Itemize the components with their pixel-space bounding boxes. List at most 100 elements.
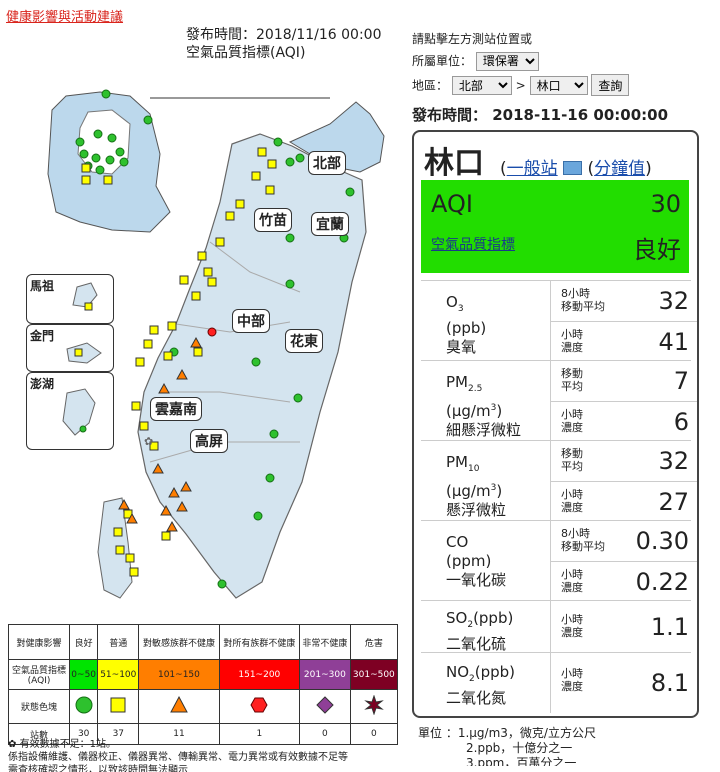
legend-range-very-unhealthy: 201~300 [299, 659, 351, 690]
penghu-label: 澎湖 [30, 377, 55, 391]
station-name: 林口 [424, 146, 484, 181]
o3-row-hour: 小時 濃度 41 [550, 321, 697, 362]
legend-header-unhealthy: 對所有族群不健康 [218, 624, 301, 660]
map-label-zhumiao[interactable]: 竹苗 [254, 208, 292, 232]
units-label: 單位 ： [418, 726, 458, 740]
pm25-avg-value: 7 [673, 367, 689, 395]
map-header: 發布時間：2018/11/16 00:00 空氣品質指標(AQI) [186, 26, 382, 62]
legend-range-unhealthy: 151~200 [218, 659, 301, 690]
aqi-desc-link[interactable]: 空氣品質指標 [431, 237, 515, 253]
map-label-central[interactable]: 中部 [232, 309, 270, 333]
legend-count-hazardous: 0 [349, 723, 399, 745]
units-line3: 3.ppm，百萬分之一 [466, 756, 577, 766]
units-line1: 1.μg/m3，微克/立方公尺 [457, 726, 596, 740]
county-borders [149, 241, 301, 463]
aqi-value: 30 [650, 190, 681, 218]
legend-orange-triangle-icon [138, 689, 220, 724]
pm10-row-hour: 小時 濃度 27 [550, 481, 697, 522]
legend-range-hazardous: 301~500 [349, 659, 399, 690]
legend-symbol-row: 狀態色塊 [8, 689, 399, 724]
station-type-link[interactable]: 一般站 [506, 159, 558, 179]
kinmen-label: 金門 [30, 329, 55, 343]
pollutant-pm10: PM10 (μg/m3) 懸浮微粒 移動 平均 32 小時 濃度 27 [421, 440, 697, 522]
map-publish-time: 發布時間：2018/11/16 00:00 [186, 27, 382, 43]
station-select[interactable]: 林口 [529, 76, 588, 95]
legend-red-hexagon-icon [218, 689, 301, 724]
legend-symbol-label: 狀態色塊 [8, 689, 70, 724]
station-links: (一般站 (分鐘值) [500, 159, 652, 179]
invalid-station-icon[interactable]: ✿ [144, 435, 153, 448]
kinmen-shape [66, 342, 102, 364]
legend-header-impact: 對健康影響 [8, 624, 70, 660]
pm10-name: PM10 (μg/m3) 懸浮微粒 [446, 453, 507, 519]
pm25-hour-value: 6 [673, 408, 689, 436]
legend-count-label: 站數 [8, 723, 70, 745]
legend-header-moderate: 普通 [97, 624, 140, 660]
map-label-yilan[interactable]: 宜蘭 [311, 212, 349, 236]
map-label-north[interactable]: 北部 [308, 151, 346, 175]
region-select[interactable]: 北部 [451, 76, 512, 95]
o3-avg-value: 32 [658, 287, 689, 315]
legend-header-row: 對健康影響 良好 普通 對敏感族群不健康 對所有族群不健康 非常不健康 危害 [8, 624, 399, 660]
aqi-legend-table: 對健康影響 良好 普通 對敏感族群不健康 對所有族群不健康 非常不健康 危害 空… [8, 624, 399, 745]
minute-value-link[interactable]: 分鐘值 [594, 159, 646, 179]
query-button[interactable]: 查詢 [591, 74, 630, 96]
no2-name: NO2(ppb) 二氧化氮 [446, 663, 516, 707]
footnote: ✿ 有效數據不足：1站。 係指設備維護、儀器校正、儀器異常、傳輸異常、電力異常或… [8, 738, 404, 772]
taiwan-aqi-map[interactable]: ✿ [0, 62, 405, 618]
units-line2: 2.ppb，十億分之一 [466, 741, 573, 755]
aqi-box: AQI 30 空氣品質指標 良好 [421, 180, 689, 273]
red-station-marker[interactable] [207, 327, 217, 337]
pollutant-o3: O3 (ppb) 臭氧 8小時 移動平均 32 小時 濃度 41 [421, 280, 697, 362]
health-advice-link[interactable]: 健康影響與活動建議 [6, 10, 124, 25]
no2-hour-value: 8.1 [650, 669, 689, 697]
pm25-row-hour: 小時 濃度 6 [550, 401, 697, 442]
co-row-avg: 8小時 移動平均 0.30 [550, 521, 697, 561]
chart-icon[interactable] [563, 161, 583, 175]
so2-name: SO2(ppb) 二氧化硫 [446, 609, 514, 653]
legend-range-label: 空氣品質指標(AQI) [8, 659, 70, 690]
legend-range-row: 空氣品質指標(AQI) 0~50 51~100 101~150 151~200 … [8, 659, 399, 690]
so2-hour-value: 1.1 [650, 613, 689, 641]
legend-header-very-unhealthy: 非常不健康 [299, 624, 351, 660]
map-label-hualien[interactable]: 花東 [285, 329, 323, 353]
north-inset-white [77, 109, 131, 175]
legend-range-good: 0~50 [68, 659, 99, 690]
legend-header-sensitive: 對敏感族群不健康 [138, 624, 220, 660]
kinmen-inset[interactable]: 金門 [26, 324, 114, 372]
co-row-hour: 小時 濃度 0.22 [550, 561, 697, 602]
pollutant-no2: NO2(ppb) 二氧化氮 小時 濃度 8.1 [421, 652, 691, 713]
matsu-label: 馬祖 [30, 279, 55, 293]
matsu-shape [72, 282, 98, 311]
orange-station-markers[interactable] [118, 336, 202, 532]
legend-count-row: 站數 30 37 11 1 0 0 [8, 723, 399, 745]
unit-select[interactable]: 環保署 [475, 51, 539, 71]
legend-count-good: 30 [68, 723, 99, 745]
yellow-station-markers[interactable] [81, 147, 277, 577]
footnote-line2: 係指設備維護、儀器校正、儀器異常、傳輸異常、電力異常或有效數據不足等 [8, 752, 348, 763]
legend-header-good: 良好 [68, 624, 99, 660]
pm10-hour-value: 27 [658, 488, 689, 516]
co-name: CO (ppm) 一氧化碳 [446, 533, 507, 589]
pollutant-co: CO (ppm) 一氧化碳 8小時 移動平均 0.30 小時 濃度 0.22 [421, 520, 697, 602]
footnote-line3: 需查核確認之情形，以致該時間無法顯示 [8, 765, 188, 772]
unit-label: 所屬單位： [412, 54, 473, 68]
map-label-yunjianan[interactable]: 雲嘉南 [150, 397, 202, 421]
aqi-label: AQI [431, 190, 473, 218]
map-label-gaoping[interactable]: 高屏 [190, 429, 228, 453]
pm25-name: PM2.5 (μg/m3) 細懸浮微粒 [446, 373, 522, 439]
footnote-line1: 有效數據不足：1站。 [19, 739, 116, 750]
pm25-row-avg: 移動 平均 7 [550, 361, 697, 401]
legend-green-circle-icon [68, 689, 99, 724]
legend-header-hazardous: 危害 [349, 624, 399, 660]
aqi-status: 良好 [633, 236, 681, 264]
station-panel: 林口 (一般站 (分鐘值) AQI 30 空氣品質指標 良好 O3 (ppb) 臭氧… [412, 130, 699, 718]
penghu-inset[interactable]: 澎湖 [26, 372, 114, 450]
legend-yellow-square-icon [97, 689, 140, 724]
penghu-shape [62, 388, 96, 436]
legend-maroon-star-icon [349, 689, 399, 724]
invalid-data-icon: ✿ [8, 739, 17, 750]
matsu-inset[interactable]: 馬祖 [26, 274, 114, 324]
pollutant-so2: SO2(ppb) 二氧化硫 小時 濃度 1.1 [421, 600, 691, 653]
co-avg-value: 0.30 [635, 527, 689, 555]
